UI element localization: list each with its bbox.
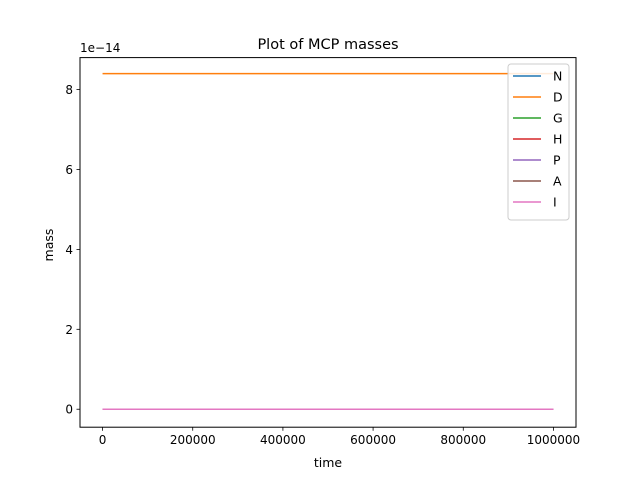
series-layer (102, 72, 554, 410)
legend-label: H (553, 132, 562, 147)
legend-label: N (553, 69, 562, 84)
y-tick-label: 0 (65, 403, 73, 417)
x-tick-label: 600000 (350, 433, 396, 447)
plot-frame (79, 57, 577, 428)
y-axis-label: mass (41, 229, 56, 262)
y-tick-label: 6 (65, 163, 73, 177)
ticks-layer: 0 200000 400000 600000 800000 1000000 0 2 4 6 8 (65, 83, 580, 447)
x-axis-label: time (314, 455, 343, 470)
y-tick-label: 4 (65, 243, 73, 257)
x-tick-label: 800000 (440, 433, 486, 447)
x-tick-label: 200000 (170, 433, 216, 447)
y-tick-label: 8 (65, 83, 73, 97)
x-tick-label: 0 (99, 433, 107, 447)
y-offset-label: 1e−14 (80, 41, 120, 55)
legend-label: A (553, 174, 562, 189)
legend-label: D (553, 90, 563, 105)
legend-label: G (553, 111, 563, 126)
y-tick-label: 2 (65, 323, 73, 337)
legend-label: I (553, 195, 557, 210)
x-tick-label: 1000000 (527, 433, 580, 447)
legend-label: P (553, 153, 561, 168)
x-tick-label: 400000 (260, 433, 306, 447)
chart-title: Plot of MCP masses (257, 37, 398, 53)
